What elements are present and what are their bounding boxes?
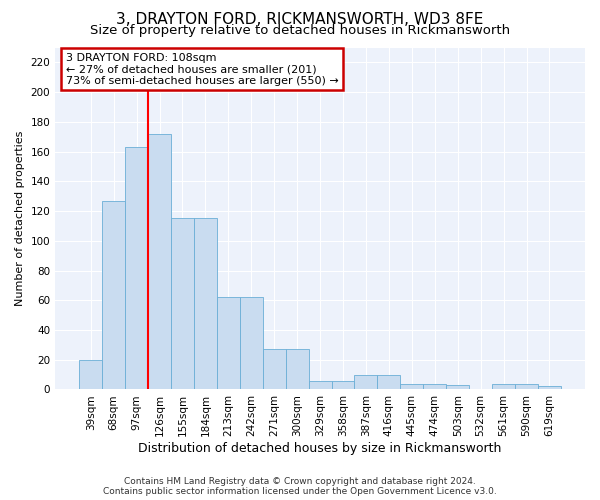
Bar: [423, 384, 446, 390]
Bar: [377, 374, 400, 390]
Bar: [240, 298, 263, 390]
Bar: [446, 385, 469, 390]
X-axis label: Distribution of detached houses by size in Rickmansworth: Distribution of detached houses by size …: [139, 442, 502, 455]
Bar: [515, 384, 538, 390]
Bar: [492, 384, 515, 390]
Bar: [79, 360, 102, 390]
Y-axis label: Number of detached properties: Number of detached properties: [15, 131, 25, 306]
Bar: [171, 218, 194, 390]
Text: Contains HM Land Registry data © Crown copyright and database right 2024.
Contai: Contains HM Land Registry data © Crown c…: [103, 476, 497, 496]
Bar: [125, 147, 148, 390]
Text: 3 DRAYTON FORD: 108sqm
← 27% of detached houses are smaller (201)
73% of semi-de: 3 DRAYTON FORD: 108sqm ← 27% of detached…: [66, 52, 338, 86]
Bar: [194, 218, 217, 390]
Bar: [263, 350, 286, 390]
Bar: [355, 374, 377, 390]
Bar: [538, 386, 561, 390]
Bar: [148, 134, 171, 390]
Bar: [286, 350, 308, 390]
Bar: [400, 384, 423, 390]
Bar: [308, 380, 332, 390]
Text: Size of property relative to detached houses in Rickmansworth: Size of property relative to detached ho…: [90, 24, 510, 37]
Bar: [102, 200, 125, 390]
Bar: [217, 298, 240, 390]
Text: 3, DRAYTON FORD, RICKMANSWORTH, WD3 8FE: 3, DRAYTON FORD, RICKMANSWORTH, WD3 8FE: [116, 12, 484, 28]
Bar: [332, 380, 355, 390]
